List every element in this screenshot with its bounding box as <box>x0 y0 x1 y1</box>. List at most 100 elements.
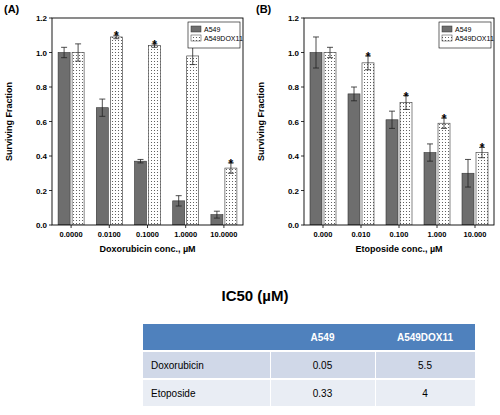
error-cap <box>441 128 447 129</box>
chart-title: (B) <box>256 3 272 15</box>
annotation: * <box>114 29 119 43</box>
error-cap <box>176 206 182 207</box>
error-cap <box>228 173 234 174</box>
error-cap <box>75 61 81 62</box>
error-stem <box>468 159 469 187</box>
legend-swatch <box>191 26 201 32</box>
chart-title: (A) <box>4 3 20 15</box>
bar <box>348 94 360 225</box>
error-bar <box>313 37 319 68</box>
bar <box>187 56 199 225</box>
plot-area <box>58 35 237 225</box>
annotation: * <box>366 50 371 64</box>
error-bar <box>427 144 433 161</box>
plot-frame <box>52 18 243 225</box>
table-cell-bg <box>376 380 475 406</box>
bar <box>135 161 147 225</box>
y-tick <box>49 190 52 191</box>
bar <box>225 168 237 225</box>
error-cap <box>176 195 182 196</box>
y-tick <box>49 18 52 19</box>
bar <box>58 53 70 226</box>
legend-swatch <box>442 26 452 32</box>
annotation: * <box>229 157 234 171</box>
y-axis-title: Surviving Fraction <box>4 82 14 161</box>
error-cap <box>61 47 67 48</box>
x-tick <box>223 225 224 228</box>
annotation: * <box>480 141 485 155</box>
x-tick-label: 1.0000 <box>174 230 197 239</box>
error-cap <box>313 36 319 37</box>
error-cap <box>138 162 144 163</box>
x-tick-label: 0.100 <box>390 230 409 239</box>
table-cell-bg <box>271 352 375 378</box>
y-tick <box>301 190 304 191</box>
bar <box>72 53 84 226</box>
y-tick <box>301 156 304 157</box>
error-bar <box>327 47 333 57</box>
error-bar <box>214 211 220 218</box>
header-cell: A549DOX11 <box>397 332 454 343</box>
error-cap <box>465 159 471 160</box>
error-cap <box>138 159 144 160</box>
error-cap <box>99 116 105 117</box>
x-tick-label: 1.000 <box>428 230 447 239</box>
table-title: IC50 (µM) <box>222 287 289 304</box>
legend-label: A549DOX11 <box>455 35 494 42</box>
header-cell: A549 <box>311 332 335 343</box>
row-label: Doxorubicin <box>151 360 204 371</box>
bar <box>424 153 436 225</box>
row-label: Etoposide <box>151 388 196 399</box>
error-cap <box>61 57 67 58</box>
y-tick <box>49 87 52 88</box>
bar <box>362 63 374 225</box>
bar <box>386 120 398 225</box>
error-stem <box>430 144 431 161</box>
y-tick-label: 0.0 <box>288 221 300 230</box>
error-cap <box>403 109 409 110</box>
y-tick <box>301 225 304 226</box>
error-cap <box>427 161 433 162</box>
x-tick-label: 0.1000 <box>136 230 159 239</box>
bar <box>96 108 108 225</box>
error-bar <box>351 87 357 101</box>
error-stem <box>102 99 103 116</box>
x-tick-label: 0.0000 <box>60 230 83 239</box>
error-cap <box>427 143 433 144</box>
y-axis-title: Surviving Fraction <box>256 82 266 161</box>
x-tick-label: 10.0000 <box>210 230 237 239</box>
error-cap <box>365 69 371 70</box>
bar <box>438 123 450 225</box>
error-bar <box>176 196 182 206</box>
x-tick <box>437 225 438 228</box>
y-tick-label: 0.4 <box>36 152 48 161</box>
error-cap <box>327 57 333 58</box>
y-tick <box>301 52 304 53</box>
bar <box>310 53 322 226</box>
y-tick-label: 0.8 <box>36 83 48 92</box>
table-cell-bg <box>376 352 475 378</box>
x-tick <box>361 225 362 228</box>
error-cap <box>214 211 220 212</box>
table: IC50 (µM)A549A549DOX11Doxorubicin0.055.5… <box>143 287 475 406</box>
error-stem <box>330 47 331 57</box>
bar <box>324 53 336 226</box>
y-tick-label: 0.2 <box>36 187 48 196</box>
y-tick-label: 0.6 <box>36 118 48 127</box>
y-tick-label: 0.4 <box>288 152 300 161</box>
bar <box>110 37 122 225</box>
y-tick-label: 0.8 <box>288 83 300 92</box>
y-tick <box>301 121 304 122</box>
x-tick <box>71 225 72 228</box>
legend: A549A549DOX11 <box>188 22 243 48</box>
x-tick <box>323 225 324 228</box>
error-cap <box>75 43 81 44</box>
bar <box>149 46 161 225</box>
x-tick-label: 0.010 <box>352 230 371 239</box>
x-tick-label: 0.000 <box>314 230 333 239</box>
header-row <box>143 324 475 350</box>
error-stem <box>78 44 79 61</box>
error-cap <box>351 87 357 88</box>
table-cell: 0.05 <box>313 360 333 371</box>
error-stem <box>64 47 65 57</box>
